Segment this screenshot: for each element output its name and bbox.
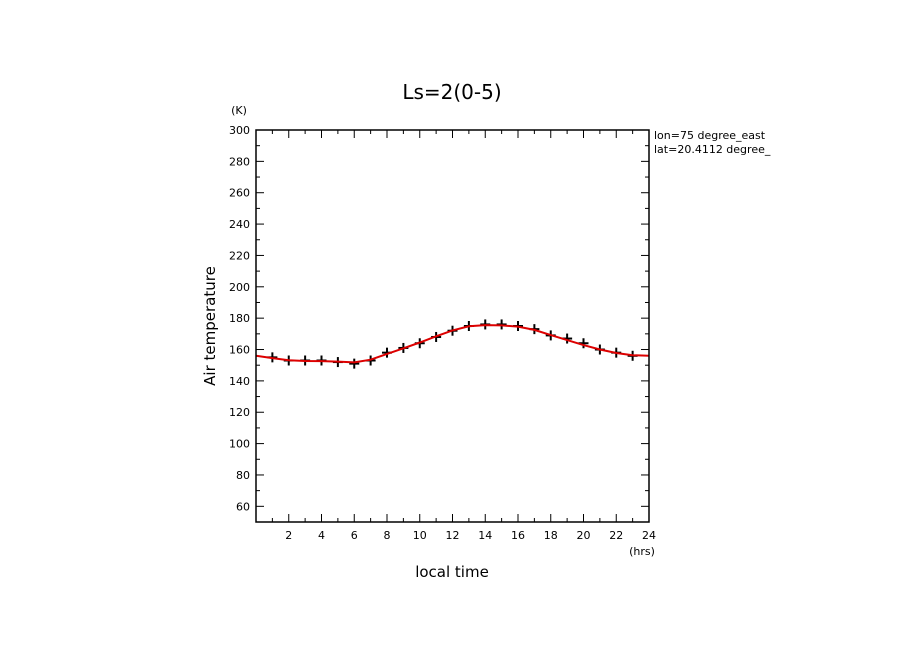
x-tick-label: 12 bbox=[446, 529, 460, 542]
x-tick-label: 20 bbox=[577, 529, 591, 542]
y-tick-label: 200 bbox=[229, 281, 250, 294]
data-point-marker bbox=[349, 358, 360, 369]
x-axis-title: local time bbox=[415, 563, 489, 581]
y-tick-label: 220 bbox=[229, 249, 250, 262]
x-unit-label: (hrs) bbox=[629, 545, 655, 558]
x-tick-label: 16 bbox=[511, 529, 525, 542]
y-tick-label: 300 bbox=[229, 124, 250, 137]
series-layer bbox=[255, 319, 650, 369]
annotation-lon: lon=75 degree_east bbox=[654, 129, 766, 142]
x-tick-label: 10 bbox=[413, 529, 427, 542]
annotation-lat: lat=20.4112 degree_ bbox=[654, 143, 771, 156]
x-tick-label: 24 bbox=[642, 529, 656, 542]
y-tick-label: 180 bbox=[229, 312, 250, 325]
x-tick-label: 4 bbox=[318, 529, 325, 542]
y-tick-label: 260 bbox=[229, 187, 250, 200]
y-tick-label: 140 bbox=[229, 375, 250, 388]
y-tick-label: 160 bbox=[229, 344, 250, 357]
y-tick-label: 100 bbox=[229, 438, 250, 451]
x-tick-label: 6 bbox=[351, 529, 358, 542]
y-tick-label: 120 bbox=[229, 406, 250, 419]
y-tick-label: 60 bbox=[236, 500, 250, 513]
y-axis-title: Air temperature bbox=[201, 266, 219, 386]
y-tick-label: 240 bbox=[229, 218, 250, 231]
chart-title: Ls=2(0-5) bbox=[402, 80, 501, 104]
x-tick-label: 18 bbox=[544, 529, 558, 542]
x-tick-label: 2 bbox=[285, 529, 292, 542]
fit-line bbox=[255, 324, 650, 364]
y-tick-label: 80 bbox=[236, 469, 250, 482]
plot-frame bbox=[255, 129, 650, 523]
x-tick-label: 22 bbox=[609, 529, 623, 542]
y-tick-label: 280 bbox=[229, 155, 250, 168]
y-unit-label: (K) bbox=[231, 104, 247, 117]
x-tick-label: 8 bbox=[384, 529, 391, 542]
x-tick-label: 14 bbox=[478, 529, 492, 542]
